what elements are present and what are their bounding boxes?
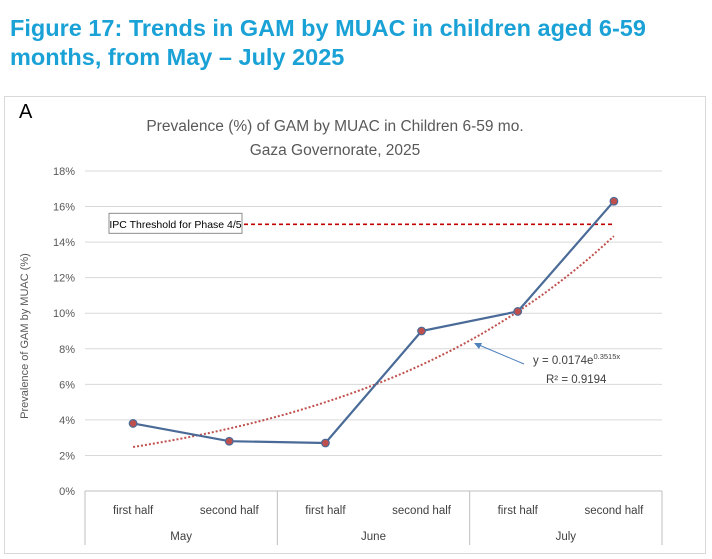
trendline bbox=[132, 235, 615, 448]
data-point bbox=[321, 438, 330, 448]
annotation-arrowhead bbox=[474, 343, 482, 349]
panel-label: A bbox=[19, 101, 33, 123]
x-tick-label: first half bbox=[305, 505, 346, 517]
y-tick-label: 12% bbox=[53, 273, 75, 285]
data-point bbox=[417, 326, 426, 336]
chart-panel: A bbox=[4, 96, 706, 554]
x-tick-label: first half bbox=[113, 505, 154, 517]
figure-title: Figure 17: Trends in GAM by MUAC in chil… bbox=[10, 15, 646, 70]
chart-title-line2: Gaza Governorate, 2025 bbox=[250, 142, 421, 159]
y-tick-label: 16% bbox=[53, 202, 75, 214]
x-tick-label: first half bbox=[498, 505, 539, 517]
x-tick-label: second half bbox=[585, 505, 645, 517]
trendline-equation-exponent: 0.3515x bbox=[593, 352, 620, 361]
threshold-label: IPC Threshold for Phase 4/5 bbox=[109, 219, 241, 231]
x-tick-label: second half bbox=[392, 505, 452, 517]
y-axis-label: Prevalence of GAM by MUAC (%) bbox=[19, 253, 31, 419]
y-tick-label: 18% bbox=[53, 166, 75, 178]
y-tick-label: 4% bbox=[59, 415, 75, 427]
y-tick-label: 14% bbox=[53, 237, 75, 249]
x-group-label: May bbox=[170, 531, 192, 543]
threshold-label-box bbox=[108, 212, 243, 234]
x-group-label: June bbox=[361, 531, 386, 543]
data-point bbox=[609, 196, 619, 206]
chart-title-line1: Prevalence (%) of GAM by MUAC in Childre… bbox=[146, 118, 523, 135]
y-tick-label: 10% bbox=[53, 308, 75, 320]
annotation-arrow bbox=[478, 344, 525, 365]
y-tick-label: 8% bbox=[59, 344, 75, 356]
trendline-equation: y = 0.0174e0.3515x bbox=[533, 352, 620, 367]
series-line bbox=[132, 200, 615, 445]
x-group-label: July bbox=[556, 531, 577, 543]
data-point bbox=[513, 307, 523, 316]
data-point bbox=[224, 436, 234, 446]
y-tick-label: 0% bbox=[59, 486, 75, 498]
data-point bbox=[128, 419, 138, 428]
y-tick-label: 6% bbox=[59, 379, 75, 391]
trendline-r2: R² = 0.9194 bbox=[546, 374, 607, 386]
y-tick-label: 2% bbox=[59, 450, 75, 462]
x-tick-label: second half bbox=[200, 505, 260, 517]
